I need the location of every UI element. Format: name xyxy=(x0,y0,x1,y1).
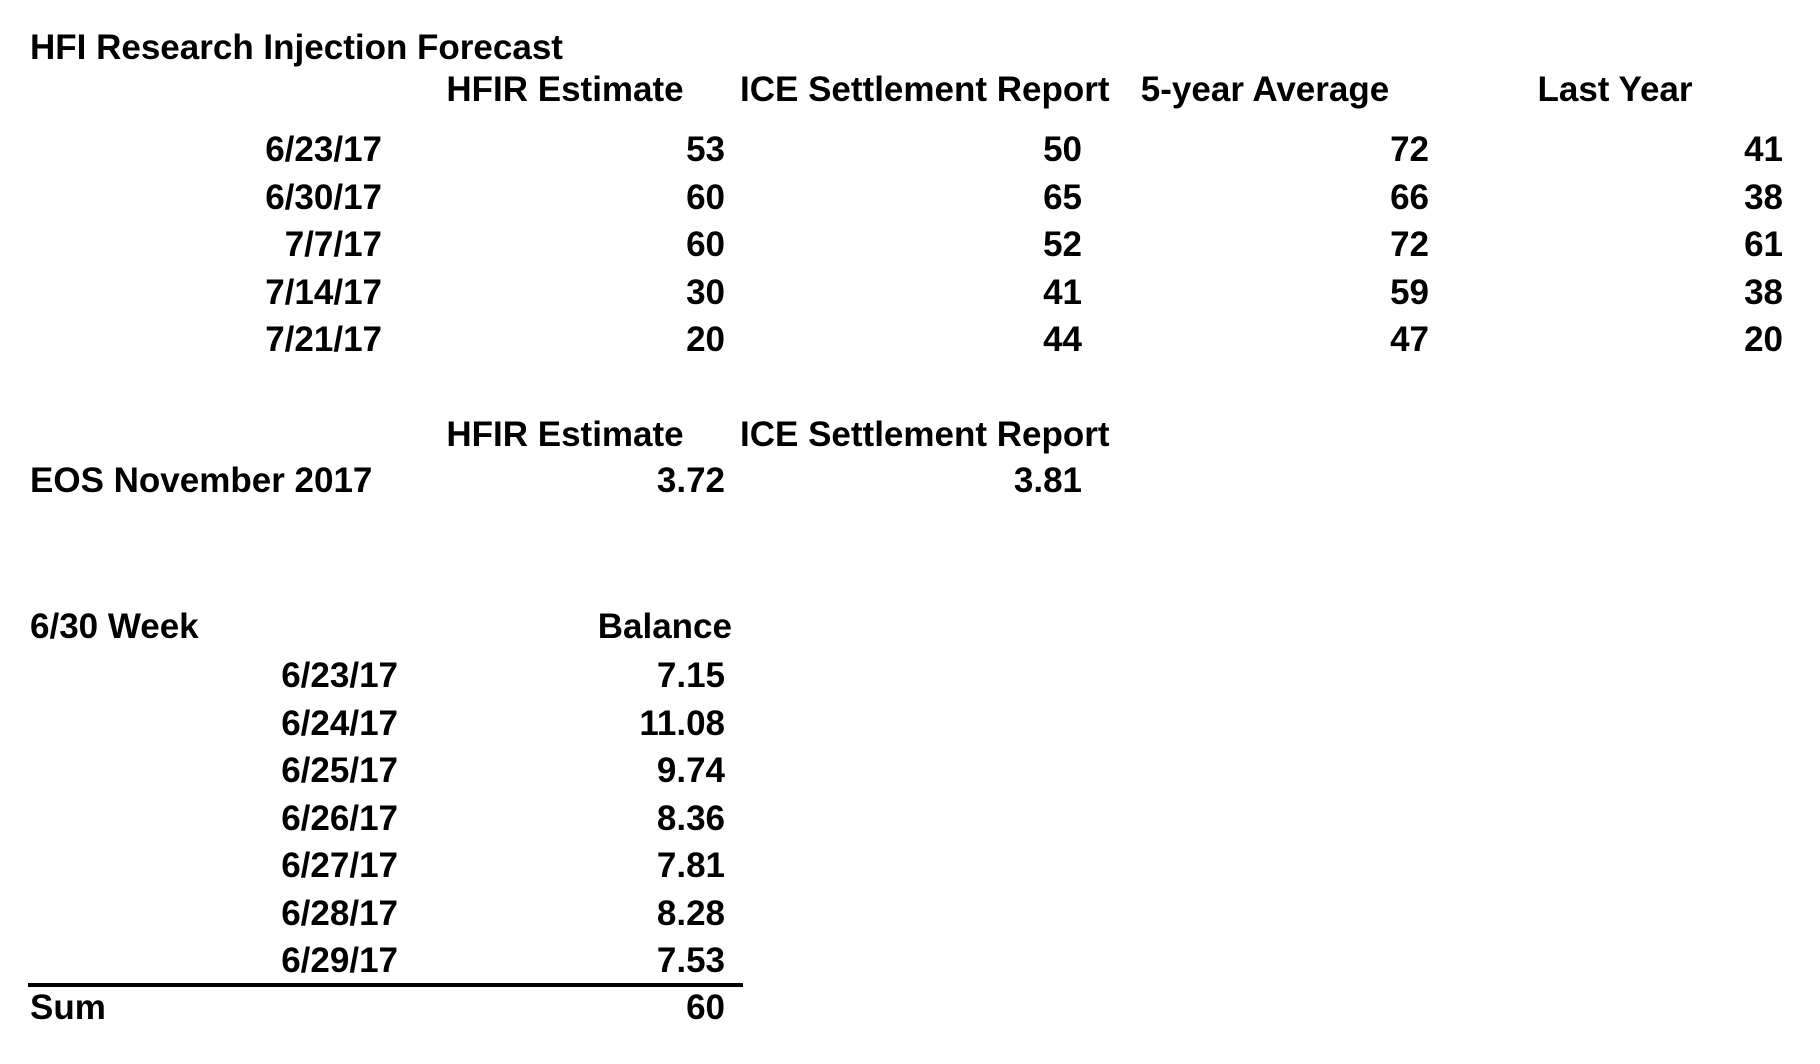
eos-ice-settlement-cell: 3.81 xyxy=(1013,461,1082,500)
date-cell: 6/23/17 xyxy=(265,130,382,169)
5-year-average-cell: 47 xyxy=(1390,320,1429,359)
empty-corner-cell xyxy=(0,66,390,114)
date-cell: 6/30/17 xyxy=(265,178,382,217)
eos-row-label: EOS November 2017 xyxy=(30,461,373,500)
ice-settlement-cell: 44 xyxy=(1043,320,1082,359)
5-year-average-cell: 59 xyxy=(1390,273,1429,312)
week-row-1: 6/23/17 7.15 xyxy=(0,652,740,700)
hfir-estimate-cell: 30 xyxy=(686,273,725,312)
last-year-cell: 20 xyxy=(1744,320,1783,359)
week-row-6: 6/28/17 8.28 xyxy=(0,890,740,938)
balance-cell: 7.81 xyxy=(656,846,725,885)
date-cell: 6/29/17 xyxy=(281,941,398,980)
hfir-estimate-cell: 53 xyxy=(686,130,725,169)
eos-header-row: HFIR Estimate ICE Settlement Report xyxy=(0,411,1110,459)
5-year-average-cell: 72 xyxy=(1390,130,1429,169)
column-header-ice-settlement-report: ICE Settlement Report xyxy=(740,70,1110,109)
column-header-5-year-average: 5-year Average xyxy=(1140,70,1390,109)
date-cell: 6/25/17 xyxy=(281,751,398,790)
date-cell: 6/24/17 xyxy=(281,704,398,743)
hfir-estimate-cell: 60 xyxy=(686,178,725,217)
week-row-7: 6/29/17 7.53 xyxy=(0,937,740,985)
date-cell: 7/7/17 xyxy=(284,225,382,264)
last-year-cell: 38 xyxy=(1744,178,1783,217)
week-row-2: 6/24/17 11.08 xyxy=(0,700,740,748)
sum-value-cell: 60 xyxy=(686,988,725,1027)
week-label: 6/30 Week xyxy=(30,607,199,646)
balance-cell: 8.36 xyxy=(656,799,725,838)
week-row-3: 6/25/17 9.74 xyxy=(0,747,740,795)
date-cell: 6/23/17 xyxy=(281,656,398,695)
hfir-estimate-cell: 60 xyxy=(686,225,725,264)
ice-settlement-cell: 41 xyxy=(1043,273,1082,312)
eos-row: EOS November 2017 3.72 3.81 xyxy=(0,457,1090,505)
column-header-hfir-estimate: HFIR Estimate xyxy=(446,70,684,109)
week-row-4: 6/26/17 8.36 xyxy=(0,795,740,843)
forecast-row-4: 7/14/17 30 41 59 38 xyxy=(0,269,1790,317)
last-year-cell: 61 xyxy=(1744,225,1783,264)
forecast-row-2: 6/30/17 60 65 66 38 xyxy=(0,174,1790,222)
column-header-last-year: Last Year xyxy=(1537,70,1693,109)
5-year-average-cell: 72 xyxy=(1390,225,1429,264)
date-cell: 6/27/17 xyxy=(281,846,398,885)
empty-corner-cell xyxy=(0,411,390,459)
sum-rule xyxy=(28,983,743,987)
forecast-row-5: 7/21/17 20 44 47 20 xyxy=(0,316,1790,364)
date-cell: 6/26/17 xyxy=(281,799,398,838)
page-title: HFI Research Injection Forecast xyxy=(30,28,563,67)
week-header-row: 6/30 Week Balance xyxy=(0,603,740,651)
hfir-estimate-cell: 20 xyxy=(686,320,725,359)
5-year-average-cell: 66 xyxy=(1390,178,1429,217)
sum-label: Sum xyxy=(30,988,106,1027)
balance-cell: 7.15 xyxy=(656,656,725,695)
column-header-hfir-estimate: HFIR Estimate xyxy=(446,415,684,454)
balance-cell: 11.08 xyxy=(639,704,725,743)
column-header-balance: Balance xyxy=(597,607,732,646)
ice-settlement-cell: 50 xyxy=(1043,130,1082,169)
ice-settlement-cell: 65 xyxy=(1043,178,1082,217)
forecast-header-row: HFIR Estimate ICE Settlement Report 5-ye… xyxy=(0,66,1790,114)
sum-row: Sum 60 xyxy=(0,984,740,1032)
balance-cell: 9.74 xyxy=(656,751,725,790)
balance-cell: 7.53 xyxy=(656,941,725,980)
column-header-ice-settlement-report: ICE Settlement Report xyxy=(740,415,1110,454)
eos-hfir-estimate-cell: 3.72 xyxy=(656,461,725,500)
balance-cell: 8.28 xyxy=(656,894,725,933)
date-cell: 6/28/17 xyxy=(281,894,398,933)
date-cell: 7/14/17 xyxy=(265,273,382,312)
last-year-cell: 38 xyxy=(1744,273,1783,312)
forecast-row-1: 6/23/17 53 50 72 41 xyxy=(0,126,1790,174)
date-cell: 7/21/17 xyxy=(265,320,382,359)
forecast-row-3: 7/7/17 60 52 72 61 xyxy=(0,221,1790,269)
title-row: HFI Research Injection Forecast xyxy=(0,24,563,72)
ice-settlement-cell: 52 xyxy=(1043,225,1082,264)
last-year-cell: 41 xyxy=(1744,130,1783,169)
week-row-5: 6/27/17 7.81 xyxy=(0,842,740,890)
